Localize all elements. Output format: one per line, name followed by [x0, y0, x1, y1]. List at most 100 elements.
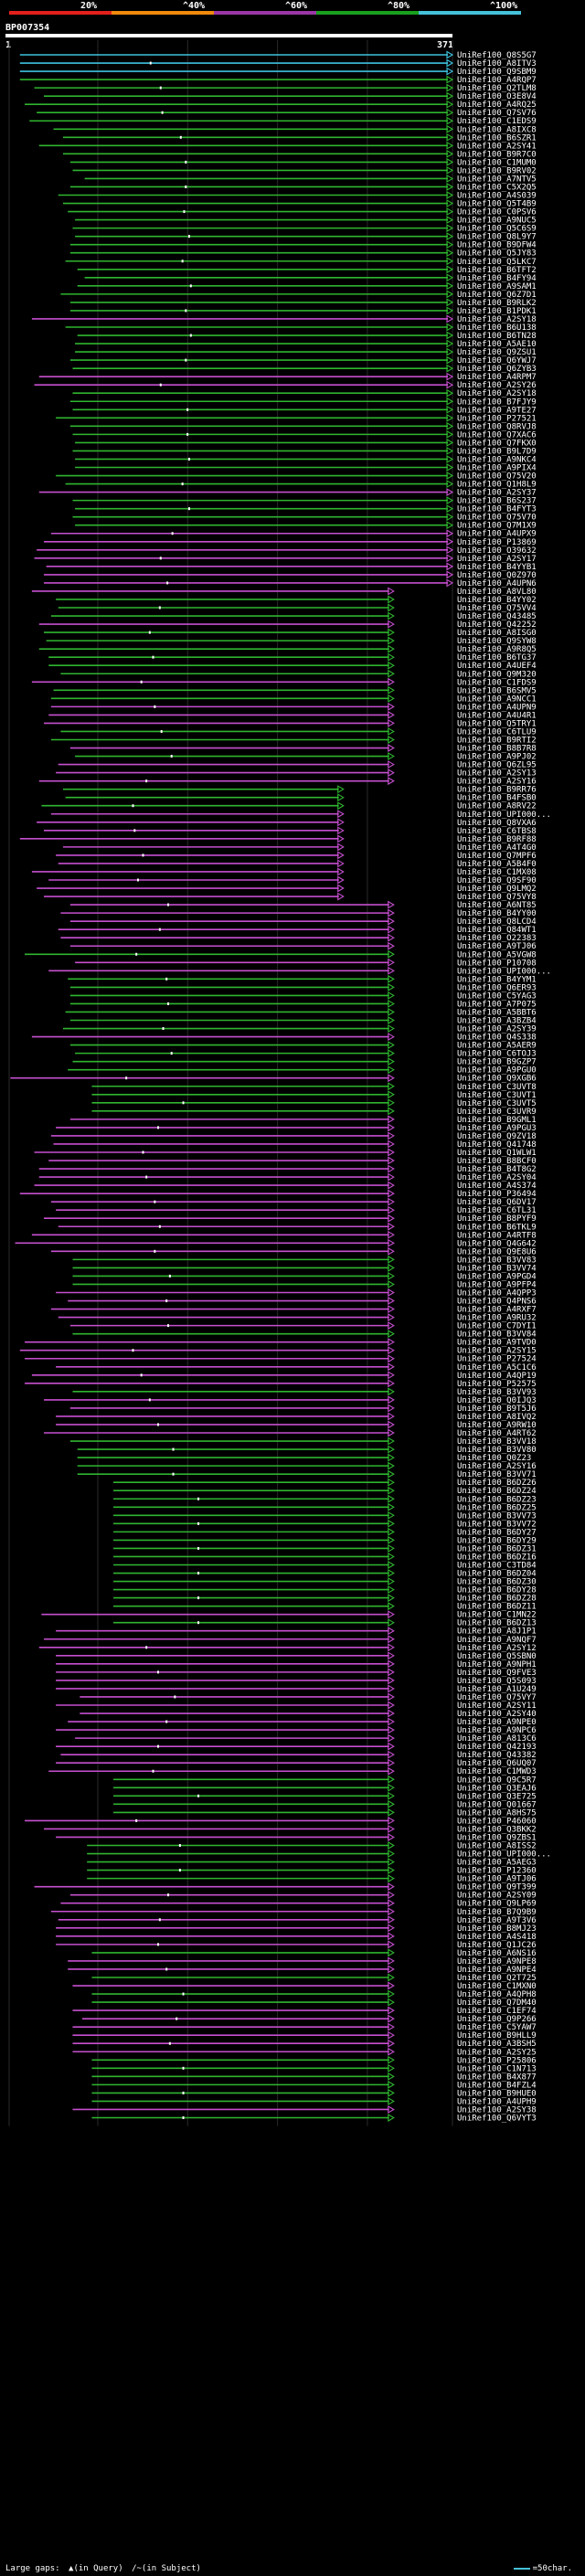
- hit-label[interactable]: UniRef100_Q75VY7: [457, 1693, 537, 1702]
- hit-label[interactable]: UniRef100_A9PFP4: [457, 1280, 537, 1289]
- hit-label[interactable]: UniRef100_A2SY13: [457, 769, 537, 779]
- hit-label[interactable]: UniRef100_B4YY00: [457, 909, 537, 918]
- hit-label[interactable]: UniRef100_A4UPN6: [457, 579, 537, 588]
- hit-label[interactable]: UniRef100_B3VV71: [457, 1470, 537, 1479]
- hit-label[interactable]: UniRef100_B9RLK2: [457, 299, 537, 308]
- hit-label[interactable]: UniRef100_B6DZ11: [457, 1603, 537, 1612]
- hit-label[interactable]: UniRef100_Q9E8U6: [457, 1247, 537, 1256]
- hit-label[interactable]: UniRef100_Q0Z970: [457, 571, 537, 580]
- hit-label[interactable]: UniRef100_Q9LMQ2: [457, 885, 537, 894]
- hit-label[interactable]: UniRef100_A2SY15: [457, 1347, 537, 1356]
- hit-label[interactable]: UniRef100_A4S374: [457, 1182, 537, 1191]
- hit-label[interactable]: UniRef100_A2SY40: [457, 1710, 537, 1719]
- hit-label[interactable]: UniRef100_C6TLU9: [457, 727, 537, 737]
- hit-label[interactable]: UniRef100_B6DZ28: [457, 1595, 537, 1604]
- hit-label[interactable]: UniRef100_Q9C5R7: [457, 1776, 537, 1785]
- hit-label[interactable]: UniRef100_Q75V70: [457, 514, 537, 523]
- hit-label[interactable]: UniRef100_Q2TLM8: [457, 84, 537, 93]
- hit-label[interactable]: UniRef100_B3VV72: [457, 1520, 537, 1529]
- hit-label[interactable]: UniRef100_C5YAG3: [457, 991, 537, 1001]
- hit-label[interactable]: UniRef100_A9SAM1: [457, 282, 537, 292]
- hit-label[interactable]: UniRef100_B4FY94: [457, 274, 537, 283]
- hit-label[interactable]: UniRef100_B3VV74: [457, 1264, 537, 1273]
- hit-label[interactable]: UniRef100_B6TG37: [457, 653, 537, 663]
- hit-label[interactable]: UniRef100_A9RU32: [457, 1314, 537, 1323]
- hit-label[interactable]: UniRef100_A9PIX4: [457, 464, 537, 473]
- hit-label[interactable]: UniRef100_Q9XGB6: [457, 1075, 537, 1084]
- hit-label[interactable]: UniRef100_B6DZ04: [457, 1570, 537, 1579]
- hit-label[interactable]: UniRef100_B6U138: [457, 323, 537, 333]
- hit-label[interactable]: UniRef100_A4UPN9: [457, 703, 537, 712]
- hit-label[interactable]: UniRef100_C3UVR9: [457, 1108, 537, 1117]
- hit-label[interactable]: UniRef100_A6NT85: [457, 901, 537, 910]
- hit-label[interactable]: UniRef100_B9GZP7: [457, 1058, 537, 1067]
- hit-label[interactable]: UniRef100_A2SY38: [457, 2105, 537, 2115]
- hit-label[interactable]: UniRef100_B6DZ24: [457, 1487, 537, 1496]
- hit-label[interactable]: UniRef100_A5AEG3: [457, 1859, 537, 1868]
- hit-label[interactable]: UniRef100_B7FJY9: [457, 398, 537, 407]
- hit-label[interactable]: UniRef100_UPI000...: [457, 811, 551, 820]
- hit-label[interactable]: UniRef100_A5B4F0: [457, 860, 537, 869]
- hit-label[interactable]: UniRef100_A3BZB4: [457, 1017, 537, 1026]
- hit-label[interactable]: UniRef100_Q4PNS6: [457, 1298, 537, 1307]
- hit-label[interactable]: UniRef100_A2SY17: [457, 555, 537, 564]
- hit-label[interactable]: UniRef100_P25806: [457, 2056, 537, 2065]
- hit-label[interactable]: UniRef100_Q42193: [457, 1743, 537, 1752]
- hit-label[interactable]: UniRef100_B4FYT3: [457, 505, 537, 514]
- hit-label[interactable]: UniRef100_Q7M1X9: [457, 522, 537, 531]
- hit-label[interactable]: UniRef100_A4QP19: [457, 1372, 537, 1381]
- hit-label[interactable]: UniRef100_Q5T4B9: [457, 200, 537, 209]
- hit-label[interactable]: UniRef100_B6TFT2: [457, 266, 537, 275]
- hit-label[interactable]: UniRef100_Q1JC26: [457, 1941, 537, 1950]
- hit-label[interactable]: UniRef100_Q9P266: [457, 2015, 537, 2024]
- hit-label[interactable]: UniRef100_B6DZ25: [457, 1503, 537, 1512]
- hit-label[interactable]: UniRef100_Q9ZSU1: [457, 348, 537, 357]
- hit-label[interactable]: UniRef100_A4RQP7: [457, 76, 537, 85]
- hit-label[interactable]: UniRef100_A9NPE4: [457, 1966, 537, 1975]
- hit-label[interactable]: UniRef100_Q5C6S9: [457, 225, 537, 234]
- hit-label[interactable]: UniRef100_B6DZ16: [457, 1553, 537, 1562]
- hit-label[interactable]: UniRef100_C1MUM0: [457, 158, 537, 167]
- hit-label[interactable]: UniRef100_Q6ZYB3: [457, 365, 537, 374]
- hit-label[interactable]: UniRef100_A1U249: [457, 1685, 537, 1694]
- hit-label[interactable]: UniRef100_C3UVT8: [457, 1083, 537, 1092]
- hit-label[interactable]: UniRef100_A4S039: [457, 192, 537, 201]
- hit-label[interactable]: UniRef100_Q9FVE3: [457, 1669, 537, 1678]
- hit-label[interactable]: UniRef100_A9PJ02: [457, 753, 537, 762]
- hit-label[interactable]: UniRef100_A2SY37: [457, 489, 537, 498]
- hit-label[interactable]: UniRef100_Q75V20: [457, 472, 537, 482]
- hit-label[interactable]: UniRef100_A4QPH8: [457, 1990, 537, 1999]
- hit-label[interactable]: UniRef100_P27524: [457, 1355, 537, 1364]
- hit-label[interactable]: UniRef100_Q5S093: [457, 1677, 537, 1686]
- hit-label[interactable]: UniRef100_B6DZ23: [457, 1495, 537, 1504]
- hit-label[interactable]: UniRef100_Q3EAJ6: [457, 1784, 537, 1793]
- hit-label[interactable]: UniRef100_B3VV93: [457, 1388, 537, 1397]
- hit-label[interactable]: UniRef100_O39632: [457, 546, 537, 556]
- hit-label[interactable]: UniRef100_B4YYB1: [457, 563, 537, 572]
- hit-label[interactable]: UniRef100_P36494: [457, 1190, 537, 1199]
- hit-label[interactable]: UniRef100_A9RW10: [457, 1421, 537, 1430]
- hit-label[interactable]: UniRef100_A5BBT6: [457, 1008, 537, 1017]
- hit-label[interactable]: UniRef100_A9TE27: [457, 406, 537, 415]
- hit-label[interactable]: UniRef100_A2SY04: [457, 1173, 537, 1182]
- hit-label[interactable]: UniRef100_A8J1P1: [457, 1627, 537, 1637]
- hit-label[interactable]: UniRef100_A4RQ25: [457, 101, 537, 110]
- hit-label[interactable]: UniRef100_Q84WT1: [457, 926, 537, 935]
- hit-label[interactable]: UniRef100_P27521: [457, 414, 537, 423]
- hit-label[interactable]: UniRef100_A813C6: [457, 1734, 537, 1744]
- hit-label[interactable]: UniRef100_A4U4R1: [457, 711, 537, 720]
- hit-label[interactable]: UniRef100_C6TBS8: [457, 827, 537, 836]
- hit-label[interactable]: UniRef100_A5AER9: [457, 1042, 537, 1051]
- hit-label[interactable]: UniRef100_A4RPM7: [457, 373, 537, 382]
- hit-label[interactable]: UniRef100_A4RT62: [457, 1429, 537, 1438]
- hit-label[interactable]: UniRef100_C0PSV6: [457, 208, 537, 217]
- hit-label[interactable]: UniRef100_O22383: [457, 934, 537, 943]
- hit-label[interactable]: UniRef100_A9TJ06: [457, 1875, 537, 1884]
- hit-label[interactable]: UniRef100_Q9ZV18: [457, 1132, 537, 1141]
- hit-label[interactable]: UniRef100_Q6Z7D1: [457, 291, 537, 300]
- hit-label[interactable]: UniRef100_A9PGU0: [457, 1066, 537, 1076]
- hit-label[interactable]: UniRef100_A9R8Q5: [457, 645, 537, 654]
- hit-label[interactable]: UniRef100_B9RF88: [457, 835, 537, 844]
- hit-label[interactable]: UniRef100_A8ISG0: [457, 629, 537, 638]
- hit-label[interactable]: UniRef100_A2SY11: [457, 1701, 537, 1711]
